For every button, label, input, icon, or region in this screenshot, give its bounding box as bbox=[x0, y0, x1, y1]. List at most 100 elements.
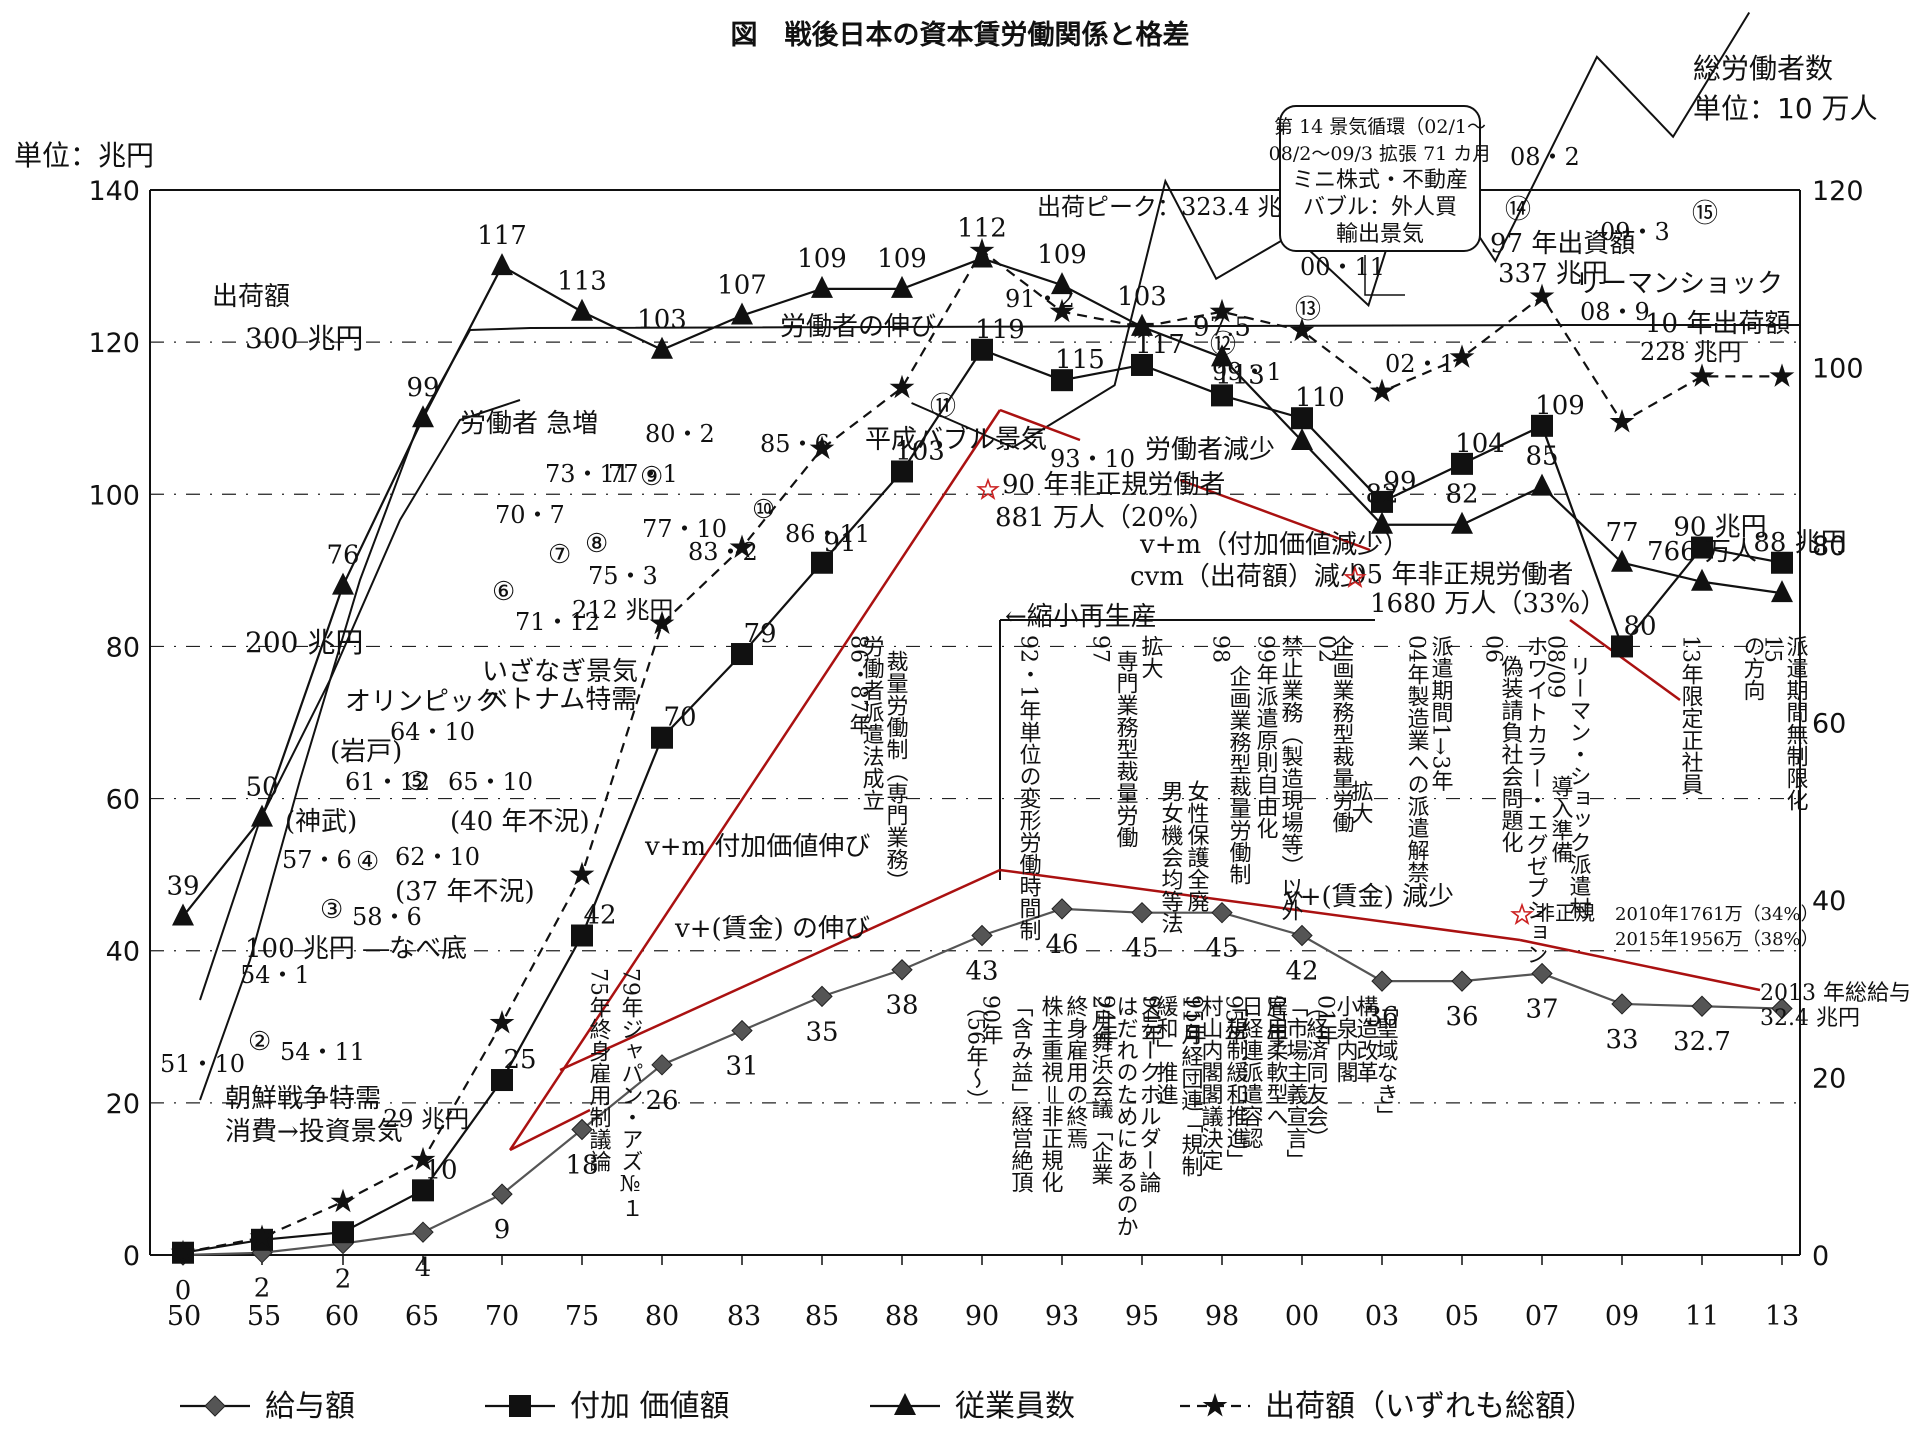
star-marker bbox=[1609, 409, 1635, 433]
diamond-marker bbox=[1371, 970, 1393, 992]
triangle-marker bbox=[1691, 568, 1713, 591]
square-marker bbox=[412, 1179, 434, 1202]
data-label: 99 bbox=[406, 373, 439, 403]
event-vertical-text: 村山内閣閣議決定 bbox=[1198, 995, 1224, 1171]
data-label: 36 bbox=[1445, 1002, 1478, 1032]
data-label: 103 bbox=[895, 436, 945, 466]
data-label: 35 bbox=[805, 1017, 838, 1047]
star-marker bbox=[1049, 298, 1075, 323]
square-marker bbox=[1691, 536, 1713, 559]
red-trend-line bbox=[999, 868, 1521, 942]
non-regular-annotation: 非正規 bbox=[1535, 901, 1595, 925]
data-label: 26 bbox=[645, 1086, 678, 1116]
x-tick-label: 55 bbox=[247, 1301, 281, 1332]
triangle-marker bbox=[571, 298, 593, 321]
policy-vertical-text: 労働者派遣法成立 bbox=[859, 635, 885, 811]
business-cycle-number: ⑥ bbox=[492, 577, 515, 607]
right-axis-unit: 単位：10 万人 bbox=[1693, 92, 1878, 125]
triangle-marker bbox=[1051, 272, 1073, 295]
x-tick-label: 00 bbox=[1285, 1301, 1319, 1332]
date-annotation: 61・12 bbox=[345, 768, 430, 796]
date-annotation: 70・7 bbox=[495, 501, 565, 529]
date-annotation: 64・10 bbox=[390, 718, 475, 746]
triangle-marker bbox=[1371, 511, 1393, 534]
star-marker bbox=[1529, 283, 1555, 308]
date-annotation: 73・11 bbox=[545, 460, 630, 488]
shipment-2010-label: 10 年出荷額 bbox=[1645, 309, 1790, 339]
square-marker bbox=[1291, 407, 1313, 430]
business-annotation: 労働者減少 bbox=[1145, 435, 1275, 465]
date-annotation: 29 兆円 bbox=[383, 1105, 469, 1133]
business-annotation: (37 年不況) bbox=[395, 877, 535, 907]
data-label: 42 bbox=[583, 901, 616, 931]
square-marker bbox=[1611, 635, 1633, 658]
business-cycle-number: ② bbox=[248, 1027, 271, 1057]
x-tick-label: 95 bbox=[1125, 1301, 1159, 1332]
diamond-marker bbox=[971, 924, 993, 947]
policy-vertical-text: 02 bbox=[1314, 635, 1339, 663]
event-vertical-text: 株主重視＝非正規化 bbox=[1038, 995, 1064, 1193]
diamond-marker bbox=[1531, 962, 1553, 985]
data-label: 80 bbox=[1623, 611, 1656, 641]
data-label: 2 bbox=[335, 1265, 352, 1295]
star-marker bbox=[249, 1224, 275, 1249]
y-tick-label: 20 bbox=[106, 1089, 140, 1120]
data-label: 97.5 bbox=[1193, 312, 1251, 342]
triangle-marker bbox=[1771, 580, 1793, 603]
star-marker bbox=[170, 1239, 196, 1264]
event-vertical-text: 「規制緩和推進」 bbox=[1223, 995, 1249, 1171]
diamond-marker bbox=[731, 1019, 753, 1042]
y2-tick-label: 80 bbox=[1812, 531, 1846, 562]
x-tick-label: 11 bbox=[1685, 1301, 1719, 1332]
data-label: 0 bbox=[175, 1276, 192, 1306]
star-marker bbox=[649, 610, 675, 635]
business-annotation: 労働者 急増 bbox=[460, 409, 598, 439]
data-label: 115 bbox=[1055, 345, 1105, 375]
ref-300-trillion: 300 兆円 bbox=[245, 322, 363, 355]
data-label: 37 bbox=[1525, 995, 1558, 1025]
value-annotation: v+(賃金) の伸び bbox=[674, 914, 870, 944]
cycle-14-line: 輸出景気 bbox=[1336, 222, 1424, 247]
data-label: 46 bbox=[1045, 930, 1078, 960]
y-tick-label: 140 bbox=[88, 176, 140, 207]
data-label: 9 bbox=[494, 1215, 511, 1245]
square-marker bbox=[1051, 369, 1073, 392]
policy-vertical-text: 拡大 bbox=[1138, 635, 1164, 679]
triangle-marker bbox=[251, 804, 273, 827]
star-marker bbox=[1289, 317, 1315, 342]
date-annotation: 00・11 bbox=[1300, 253, 1385, 281]
diamond-marker bbox=[1291, 924, 1313, 947]
date-annotation: 08・9 bbox=[1580, 298, 1650, 326]
business-cycle-number: ③ bbox=[320, 895, 343, 925]
star-marker bbox=[1202, 1393, 1228, 1417]
data-label: 103 bbox=[637, 305, 687, 335]
data-label: 36 bbox=[1365, 1002, 1398, 1032]
star-marker bbox=[1129, 313, 1155, 338]
red-trend-lines bbox=[508, 408, 1761, 1152]
data-label: 70 bbox=[663, 703, 696, 733]
triangle-marker bbox=[412, 405, 434, 428]
star-marker bbox=[330, 1188, 356, 1213]
square-marker bbox=[571, 924, 593, 947]
data-label: 77 bbox=[1605, 518, 1638, 548]
data-label: 18 bbox=[565, 1150, 598, 1180]
x-tick-label: 90 bbox=[965, 1301, 999, 1332]
date-annotation: 08・2 bbox=[1510, 143, 1580, 171]
square-marker bbox=[509, 1395, 531, 1417]
left-axis-unit: 単位：兆円 bbox=[14, 139, 154, 172]
event-vertical-text: はだれのためにあるのか bbox=[1113, 995, 1138, 1237]
data-label: 50 bbox=[245, 773, 278, 803]
policy-vertical-text: 15 bbox=[1760, 635, 1785, 663]
cycle-14-box bbox=[1279, 105, 1481, 252]
star-marker bbox=[1689, 363, 1715, 387]
star-marker bbox=[809, 435, 835, 460]
star-marker bbox=[889, 374, 915, 399]
event-vertical-text: （経済同友会） bbox=[1303, 995, 1329, 1149]
business-cycle-number: ④ bbox=[356, 847, 379, 877]
x-tick-label: 13 bbox=[1765, 1301, 1799, 1332]
data-label: 88 兆円 bbox=[1753, 528, 1846, 558]
y-tick-label: 100 bbox=[88, 480, 140, 511]
event-vertical-text: 79年ジャパン・アズ№１ bbox=[618, 968, 643, 1219]
triangle-marker bbox=[1531, 473, 1553, 496]
event-vertical-text: 「市場主義宣言」 bbox=[1283, 995, 1309, 1171]
